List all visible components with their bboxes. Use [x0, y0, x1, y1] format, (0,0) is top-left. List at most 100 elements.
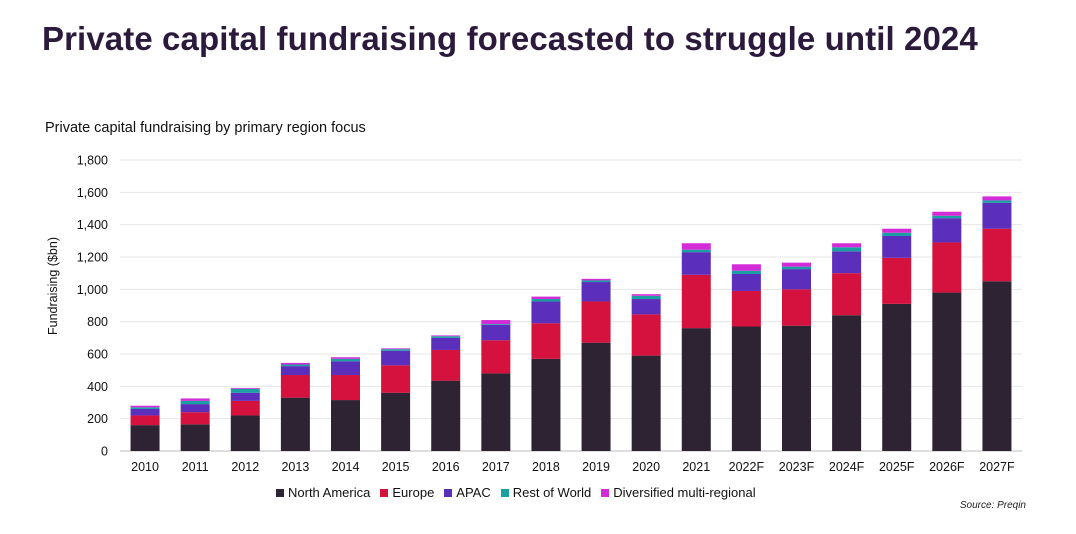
x-tick-label: 2019 — [582, 460, 610, 474]
bar-segment-europe-2012 — [230, 400, 260, 416]
source-note: Source: Preqin — [959, 500, 1026, 511]
legend-item: APAC — [444, 485, 491, 500]
x-tick-label: 2022F — [729, 460, 765, 474]
bar-segment-rest-of-world-2027f — [982, 200, 1012, 203]
bar-segment-diversified-multi-regional-2013 — [280, 362, 310, 365]
bar-segment-north-america-2012 — [230, 415, 260, 451]
legend: North America Europe APAC Rest of World Dive… — [276, 485, 766, 500]
bar-segment-rest-of-world-2021 — [681, 249, 711, 253]
bar-segment-apac-2016 — [431, 337, 461, 350]
x-tick-label: 2023F — [779, 460, 815, 474]
bar-segment-europe-2014 — [331, 375, 360, 401]
bar-segment-rest-of-world-2026f — [932, 215, 962, 219]
bar-segment-europe-2016 — [431, 349, 461, 381]
legend-label: North America — [288, 485, 371, 500]
bar-segment-apac-2017 — [481, 324, 511, 341]
bar-segment-rest-of-world-2025f — [882, 232, 912, 236]
bar-segment-diversified-multi-regional-2018 — [531, 296, 561, 300]
bar-segment-diversified-multi-regional-2012 — [230, 387, 260, 389]
x-tick-label: 2024F — [829, 460, 865, 474]
bar-segment-north-america-2014 — [331, 400, 360, 451]
bar-segment-north-america-2021 — [681, 328, 711, 451]
bar-segment-rest-of-world-2024f — [832, 247, 862, 252]
bar-segment-north-america-2011 — [180, 424, 210, 451]
bar-segment-apac-2010 — [130, 408, 160, 416]
bar-segment-europe-2020 — [631, 314, 661, 356]
bar-segment-europe-2026f — [932, 242, 962, 293]
bar-segment-north-america-2023f — [782, 325, 811, 451]
bar-segment-diversified-multi-regional-2025f — [882, 228, 912, 233]
gridlines — [120, 159, 1022, 452]
bar-segment-diversified-multi-regional-2016 — [431, 335, 461, 337]
bar-segment-diversified-multi-regional-2024f — [832, 243, 862, 248]
legend-swatch — [500, 488, 509, 497]
x-tick-label: 2016 — [432, 460, 460, 474]
legend-swatch — [601, 488, 610, 497]
bar-segment-north-america-2019 — [581, 342, 611, 451]
page-headline: Private capital fundraising forecasted t… — [42, 20, 978, 57]
y-tick-label: 1,800 — [77, 154, 108, 168]
bar-segment-north-america-2017 — [481, 373, 511, 451]
bar-segment-europe-2013 — [280, 375, 310, 398]
bar-segment-diversified-multi-regional-2011 — [180, 398, 210, 401]
bar-segment-rest-of-world-2011 — [180, 400, 210, 405]
bar-segment-europe-2017 — [481, 340, 511, 374]
bar-segment-rest-of-world-2020 — [631, 295, 661, 300]
legend-swatch — [380, 488, 389, 497]
x-tick-label: 2018 — [532, 460, 560, 474]
bar-segment-diversified-multi-regional-2019 — [581, 278, 611, 281]
bar-segment-rest-of-world-2017 — [481, 324, 511, 325]
legend-label: Rest of World — [512, 485, 592, 500]
bar-segment-europe-2023f — [782, 289, 811, 326]
bar-segment-north-america-2026f — [932, 292, 962, 451]
y-tick-label: 800 — [87, 315, 108, 329]
bar-segment-north-america-2024f — [832, 315, 862, 451]
bar-segment-apac-2012 — [230, 392, 260, 401]
bar-segment-north-america-2013 — [280, 397, 310, 451]
legend-swatch — [276, 488, 284, 497]
legend-label: Diversified multi-regional — [613, 485, 756, 500]
x-tick-label: 2014 — [332, 460, 360, 474]
bar-segment-diversified-multi-regional-2020 — [631, 294, 661, 296]
bar-segment-apac-2015 — [381, 350, 411, 366]
bar-segment-rest-of-world-2022f — [731, 270, 761, 274]
bar-segment-apac-2011 — [180, 404, 210, 413]
bar-segment-europe-2010 — [130, 415, 160, 426]
legend-label: APAC — [456, 485, 491, 500]
bar-segment-diversified-multi-regional-2010 — [130, 405, 160, 408]
bar-segment-apac-2014 — [331, 361, 360, 376]
bar-segment-north-america-2010 — [130, 425, 160, 451]
legend-label: Europe — [392, 485, 435, 500]
bar-segment-apac-2025f — [882, 235, 912, 258]
bar-segment-north-america-2018 — [531, 358, 561, 451]
bar-segment-rest-of-world-2013 — [280, 364, 310, 367]
bar-segment-diversified-multi-regional-2026f — [932, 211, 962, 216]
bar-segment-europe-2015 — [381, 365, 411, 393]
legend-swatch — [444, 488, 453, 497]
bar-segment-north-america-2016 — [431, 380, 461, 451]
x-tick-label: 2020 — [632, 460, 660, 474]
x-tick-label: 2017 — [482, 460, 510, 474]
chart-title: Private capital fundraising by primary r… — [45, 120, 366, 136]
bar-segment-europe-2024f — [832, 273, 862, 316]
x-tick-label: 2027F — [979, 460, 1015, 474]
bar-segment-europe-2027f — [982, 228, 1012, 282]
bar-segment-apac-2019 — [581, 282, 611, 302]
y-tick-label: 1,600 — [77, 186, 108, 200]
bar-segment-europe-2019 — [581, 301, 611, 343]
x-tick-label: 2013 — [281, 460, 309, 474]
bar-segment-apac-2022f — [731, 273, 761, 291]
bar-segment-rest-of-world-2018 — [531, 299, 561, 302]
bar-segment-europe-2018 — [531, 323, 561, 359]
bar-segment-apac-2026f — [932, 218, 962, 243]
bar-segment-apac-2027f — [982, 202, 1012, 229]
bar-segment-apac-2023f — [782, 269, 811, 290]
legend-item: Diversified multi-regional — [601, 485, 756, 500]
bar-segment-north-america-2027f — [982, 281, 1012, 451]
bar-segment-europe-2022f — [731, 290, 761, 327]
bar-segment-europe-2021 — [681, 274, 711, 329]
bar-segment-diversified-multi-regional-2023f — [782, 262, 811, 267]
legend-item: Europe — [380, 485, 434, 500]
bar-segment-rest-of-world-2016 — [431, 336, 461, 338]
bar-segment-rest-of-world-2023f — [782, 266, 811, 270]
